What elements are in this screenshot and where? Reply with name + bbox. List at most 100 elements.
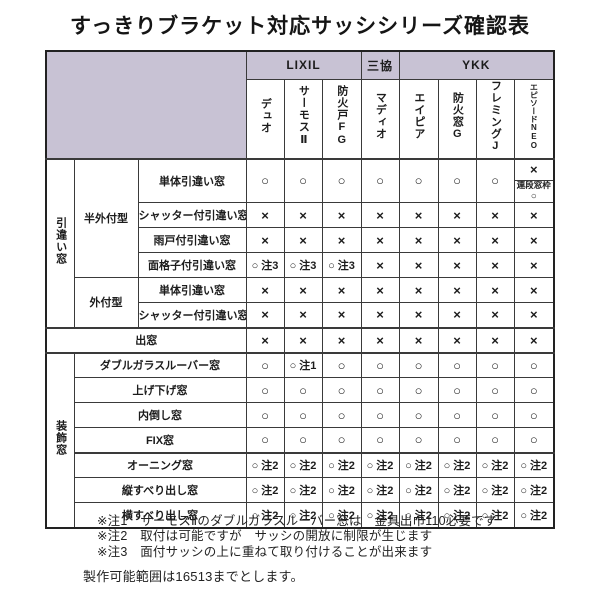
result-cell: × — [398, 202, 439, 228]
result-cell: × — [360, 277, 400, 303]
result-cell: ○ — [513, 352, 555, 378]
result-cell: ○ — [360, 427, 400, 453]
series-label: サーモスⅡ — [297, 85, 310, 147]
result-cell: ○ — [437, 402, 477, 428]
brand-header-row: LIXIL 三協 YKK — [45, 50, 555, 159]
result-cell: × — [475, 277, 515, 303]
series-apia: エイピア — [398, 78, 439, 159]
result-cell: × — [437, 227, 477, 253]
result-cell: × — [245, 227, 285, 253]
result-cell: ○ — [245, 352, 285, 378]
brand-sankyo: 三協 — [360, 50, 400, 80]
result-cell: × — [398, 302, 439, 328]
result-cell: × — [398, 252, 439, 278]
result-cell: × — [360, 202, 400, 228]
row-label: 内倒し窓 — [73, 402, 247, 428]
series-madio: マディオ — [360, 78, 400, 159]
result-cell: × — [513, 277, 555, 303]
result-cell: × — [513, 252, 555, 278]
group-label: 引違い窓 — [54, 216, 67, 265]
result-cell: ○ — [245, 157, 285, 203]
result-cell: ○ — [475, 157, 515, 203]
result-cell: × — [283, 202, 323, 228]
production-range-note: 製作可能範囲は16513までとします。 — [83, 569, 304, 584]
result-cell: × — [321, 302, 362, 328]
subgroup-hansotozuke: 半外付型 — [73, 157, 139, 278]
result-cell: ○ 注2 — [475, 502, 515, 528]
footnote-3: ※注3 面付サッシの上に重ねて取り付けることが出来ます — [97, 544, 433, 559]
result-cell: ○ — [360, 377, 400, 403]
result-cell: × — [475, 252, 515, 278]
result-cell: × — [437, 302, 477, 328]
result-cell: ○ — [398, 377, 439, 403]
footnotes: ※注1 サーモスⅡのダブルガラスルーバー窓は 金具出巾110必要です ※注2 取… — [97, 514, 497, 560]
row-label: 横すべり出し窓 — [73, 502, 247, 528]
result-cell: × — [475, 202, 515, 228]
result-cell: ○ 注2 — [245, 502, 285, 528]
result-cell: × — [513, 326, 555, 354]
row-label: 上げ下げ窓 — [73, 377, 247, 403]
brand-ykk: YKK — [398, 50, 555, 80]
result-cell: ○ — [475, 427, 515, 453]
table-row: オーニング窓 ○ 注2 ○ 注2 ○ 注2 ○ 注2 ○ 注2 ○ 注2 ○ 注… — [46, 451, 555, 478]
result-cell: ○ 注2 — [475, 477, 515, 503]
row-label: シャッター付引違い窓 — [137, 202, 247, 228]
result-cell: ○ 注2 — [513, 477, 555, 503]
result-cell: ○ 注1 — [283, 352, 323, 378]
series-label: 防火窓G — [451, 91, 464, 141]
series-label: フレミングJ — [489, 79, 502, 153]
result-cell: × — [513, 202, 555, 228]
table-corner — [45, 50, 247, 159]
result-cell: ○ 注2 — [360, 502, 400, 528]
result-cell: × — [283, 302, 323, 328]
result-cell: ○ — [283, 377, 323, 403]
result-cell: ○ — [283, 402, 323, 428]
result-cell: ○ 注2 — [245, 451, 285, 478]
result-cell: ○ — [245, 402, 285, 428]
result-cell: × — [475, 302, 515, 328]
table-row: 装飾窓 ダブルガラスルーバー窓 ○ ○ 注1 ○ ○ ○ ○ ○ ○ — [45, 352, 555, 528]
result-cell: ○ 注3 — [321, 252, 362, 278]
series-label: エピソードNEO — [529, 82, 539, 150]
result-cell: × — [360, 252, 400, 278]
result-cell: ○ — [437, 427, 477, 453]
result-cell: ○ — [475, 377, 515, 403]
series-label: マディオ — [374, 92, 387, 140]
result-cell: × — [398, 326, 439, 354]
result-cell: × — [245, 277, 285, 303]
result-cell: × — [513, 227, 555, 253]
series-boukamado-g: 防火窓G — [437, 78, 477, 159]
result-cell: ○ — [398, 402, 439, 428]
result-cell: ○ 注2 — [437, 451, 477, 478]
result-cell: ○ — [475, 352, 515, 378]
result-cell: × — [475, 326, 515, 354]
series-header-row: デュオ サーモスⅡ 防火戸FG マディオ エイピア 防火窓G フレミングJ エピ… — [46, 78, 555, 159]
result-cell: ○ 注2 — [321, 502, 362, 528]
row-label: シャッター付引違い窓 — [137, 302, 247, 328]
result-cell-split-top: × — [513, 157, 555, 181]
row-label: FIX窓 — [73, 427, 247, 453]
result-cell: ○ 注2 — [283, 477, 323, 503]
sash-compatibility-table: LIXIL 三協 YKK デュオ サーモスⅡ 防火戸FG マディオ エイピア 防… — [45, 50, 556, 529]
result-cell: × — [321, 326, 362, 354]
result-cell: ○ — [321, 402, 362, 428]
series-label: エイピア — [412, 92, 425, 140]
table-row: 外付型 単体引違い窓 × × × × × × × × — [46, 277, 555, 328]
table-row: 引違い窓 半外付型 単体引違い窓 ○ ○ ○ ○ ○ ○ ○ × — [45, 157, 555, 328]
footnote-1: ※注1 サーモスⅡのダブルガラスルーバー窓は 金具出巾110必要です — [97, 514, 497, 528]
result-cell: × — [245, 302, 285, 328]
brand-lixil: LIXIL — [245, 50, 362, 80]
result-cell: ○ — [437, 377, 477, 403]
table-row: 内倒し窓 ○ ○ ○ ○ ○ ○ ○ ○ — [46, 402, 555, 428]
result-cell: ○ — [360, 402, 400, 428]
result-cell: × — [475, 227, 515, 253]
row-label: オーニング窓 — [73, 451, 247, 478]
result-cell: ○ — [321, 427, 362, 453]
result-cell: ○ — [283, 157, 323, 203]
result-cell: ○ 注2 — [360, 451, 400, 478]
row-label: 単体引違い窓 — [137, 157, 247, 203]
result-cell: ○ 注2 — [437, 502, 477, 528]
result-cell: × — [360, 302, 400, 328]
series-label: 防火戸FG — [335, 85, 348, 147]
result-cell: ○ 注2 — [321, 477, 362, 503]
